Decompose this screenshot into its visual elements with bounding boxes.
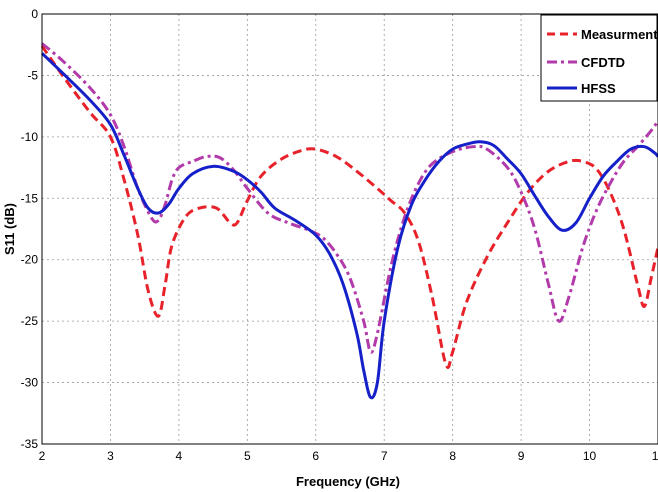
y-axis-label: S11 (dB): [2, 203, 17, 255]
x-tick-label: 7: [381, 449, 388, 463]
y-tick-label: -20: [21, 253, 39, 267]
x-tick-label: 9: [518, 449, 525, 463]
y-tick-label: -15: [21, 191, 39, 205]
legend-label-measurment: Measurment: [581, 27, 658, 42]
data-series: [40, 42, 658, 400]
x-tick-label: 2: [39, 449, 46, 463]
x-tick-label: 3: [107, 449, 114, 463]
grid-lines: [42, 14, 658, 444]
y-tick-label: -25: [21, 314, 39, 328]
y-tick-label: 0: [31, 7, 38, 21]
x-tick-label: 8: [449, 449, 456, 463]
x-tick-label: 6: [312, 449, 319, 463]
x-tick-label: 10: [583, 449, 597, 463]
tick-labels: 2 3 4 5 6 7 8 9 10 11 0 -5 -10 -15 -20 -25 -30 -35: [21, 7, 658, 463]
plot-frame: [41, 13, 658, 445]
x-tick-label: 4: [176, 449, 183, 463]
series-line-measurment: [40, 45, 658, 370]
y-tick-label: -30: [21, 376, 39, 390]
y-tick-label: -35: [21, 437, 39, 451]
legend-label-cfdtd: CFDTD: [581, 55, 625, 70]
series-line-cfdtd: [41, 42, 658, 354]
series-line-hfss: [40, 52, 658, 400]
x-tick-label: 5: [244, 449, 251, 463]
x-axis-label: Frequency (GHz): [296, 474, 400, 489]
y-tick-label: -10: [21, 130, 39, 144]
y-tick-label: -5: [27, 68, 38, 82]
legend-label-hfss: HFSS: [581, 81, 616, 96]
legend: Measurment CFDTD HFSS: [540, 14, 658, 102]
x-tick-label: 11: [652, 449, 658, 463]
